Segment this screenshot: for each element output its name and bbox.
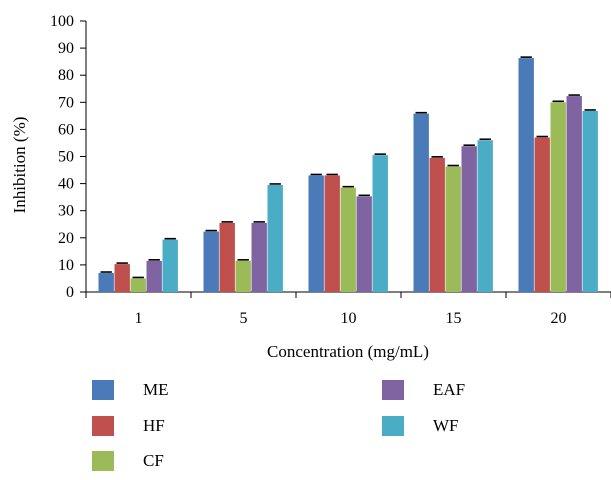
bar-hf-20 — [534, 137, 550, 292]
bar-wf-5 — [267, 184, 283, 292]
y-tick-label: 80 — [58, 67, 74, 84]
y-tick-label: 10 — [58, 257, 74, 274]
bar-wf-20 — [582, 110, 598, 292]
bar-cf-1 — [130, 278, 146, 292]
bar-hf-5 — [219, 222, 235, 292]
y-tick-label: 100 — [50, 13, 74, 30]
y-tick-label: 20 — [58, 230, 74, 247]
bar-cf-15 — [445, 166, 461, 292]
y-tick-label: 50 — [58, 149, 74, 166]
x-tick-label: 15 — [446, 310, 462, 327]
y-tick-label: 90 — [58, 40, 74, 57]
bar-wf-10 — [372, 155, 388, 292]
x-tick-label: 1 — [135, 310, 143, 327]
bar-eaf-5 — [251, 222, 267, 292]
y-axis: 0 10 20 30 40 50 60 70 80 90 100 — [50, 13, 87, 301]
bar-wf-1 — [162, 239, 178, 292]
bar-me-1 — [98, 273, 114, 292]
bar-hf-15 — [429, 157, 445, 292]
y-axis-title: Inhibition (%) — [10, 117, 29, 214]
bar-eaf-1 — [146, 260, 162, 292]
x-tick-label: 10 — [341, 310, 357, 327]
bars-group — [98, 56, 598, 292]
bar-cf-5 — [235, 260, 251, 292]
x-axis: 1 5 10 15 20 — [85, 291, 611, 327]
bar-eaf-15 — [461, 146, 477, 292]
y-tick-label: 70 — [58, 94, 74, 111]
bar-wf-15 — [477, 140, 493, 292]
x-axis-title: Concentration (mg/mL) — [267, 342, 429, 361]
bar-me-10 — [308, 175, 324, 292]
bar-me-15 — [413, 113, 429, 292]
x-tick-label: 20 — [551, 310, 567, 327]
bar-eaf-10 — [356, 196, 372, 292]
bar-hf-1 — [114, 264, 130, 292]
y-tick-label: 0 — [66, 284, 74, 301]
y-tick-label: 30 — [58, 203, 74, 220]
bar-cf-10 — [340, 187, 356, 292]
bar-me-5 — [203, 231, 219, 292]
bar-cf-20 — [550, 102, 566, 292]
y-tick-label: 60 — [58, 121, 74, 138]
bar-me-20 — [518, 58, 534, 292]
bar-hf-10 — [324, 175, 340, 292]
bar-eaf-20 — [566, 96, 582, 292]
y-tick-label: 40 — [58, 176, 74, 193]
x-tick-label: 5 — [240, 310, 248, 327]
